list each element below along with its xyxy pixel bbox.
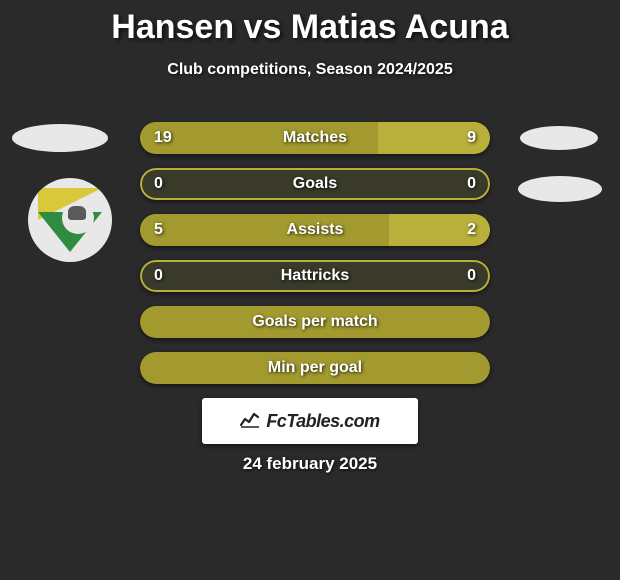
stat-row: 52Assists xyxy=(140,214,490,246)
brand-icon xyxy=(240,410,260,433)
stat-right-value: 0 xyxy=(467,260,476,292)
player-right-placeholder xyxy=(520,126,598,150)
bar-left-fill xyxy=(140,122,378,154)
bar-left-fill xyxy=(140,214,389,246)
stat-left-value: 5 xyxy=(154,214,163,246)
stat-row: 199Matches xyxy=(140,122,490,154)
stat-right-value: 2 xyxy=(467,214,476,246)
brand-badge: FcTables.com xyxy=(202,398,418,444)
stat-right-value: 9 xyxy=(467,122,476,154)
page-title: Hansen vs Matias Acuna xyxy=(0,0,620,47)
stat-row: Min per goal xyxy=(140,352,490,384)
club-right-placeholder xyxy=(518,176,602,202)
stat-left-value: 0 xyxy=(154,260,163,292)
stat-left-value: 0 xyxy=(154,168,163,200)
player-left-placeholder xyxy=(12,124,108,152)
stat-left-value: 19 xyxy=(154,122,172,154)
date-label: 24 february 2025 xyxy=(0,454,620,474)
stat-row: 00Goals xyxy=(140,168,490,200)
stat-right-value: 0 xyxy=(467,168,476,200)
stat-row: Goals per match xyxy=(140,306,490,338)
subtitle: Club competitions, Season 2024/2025 xyxy=(0,61,620,79)
stat-row: 00Hattricks xyxy=(140,260,490,292)
brand-text: FcTables.com xyxy=(266,411,379,432)
club-left-crest xyxy=(28,178,112,262)
comparison-bars: 199Matches00Goals52Assists00HattricksGoa… xyxy=(140,122,490,398)
